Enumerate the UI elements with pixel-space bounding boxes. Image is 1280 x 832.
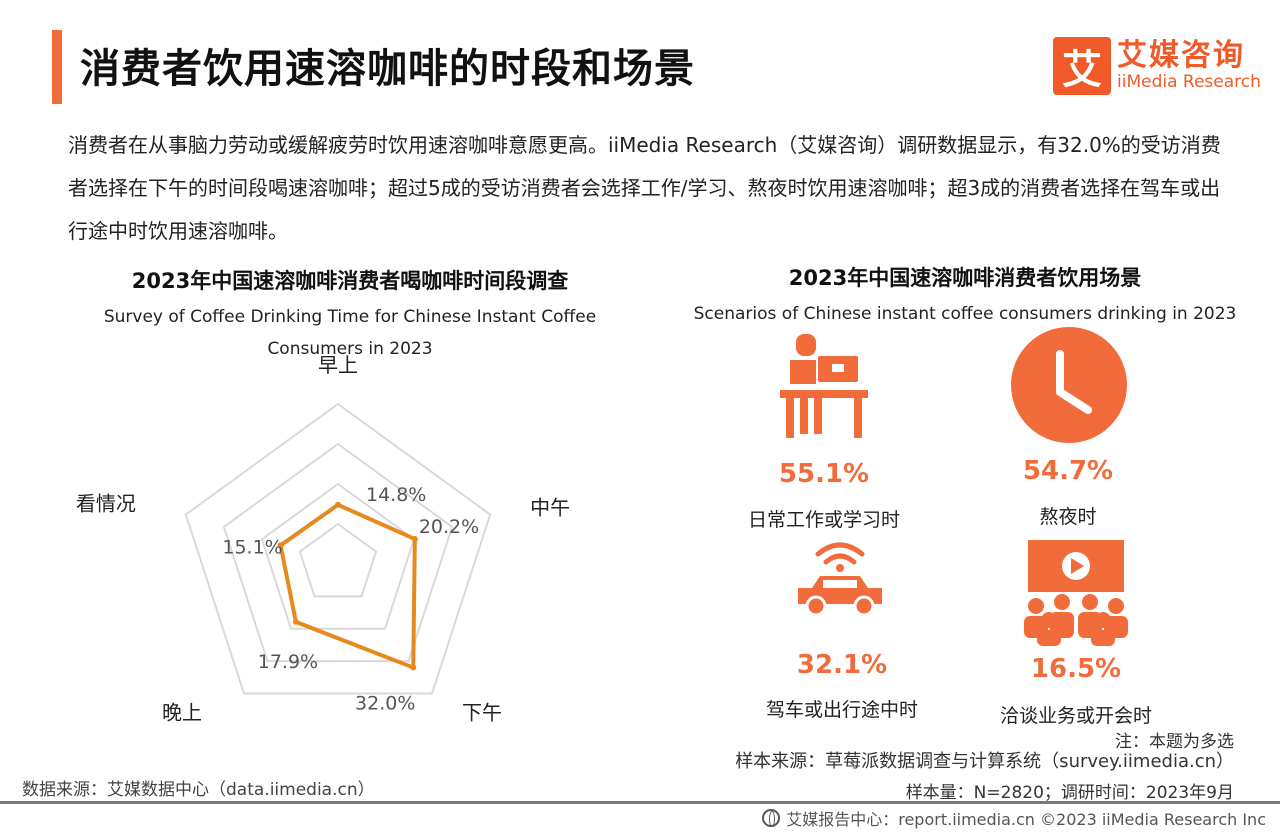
radar-point [277, 542, 284, 549]
summary-text: 消费者在从事脑力劳动或缓解疲劳时饮用速溶咖啡意愿更高。iiMedia Resea… [68, 133, 1221, 243]
radar-value-label: 32.0% [355, 693, 415, 715]
scenario-value-work: 55.1% [778, 459, 870, 489]
radar-point [410, 664, 417, 671]
scenario-label-late-night: 熬夜时 [1039, 506, 1097, 528]
radar-category-label: 中午 [530, 496, 570, 520]
radar-grid-ring [184, 402, 492, 695]
radar-category-label: 早上 [318, 353, 358, 377]
radar-grid-ring [222, 442, 454, 663]
sample-source: 样本来源：草莓派数据调查与计算系统（survey.iimedia.cn） [735, 751, 1234, 772]
radar-point [292, 618, 299, 625]
scenario-chart-title: 2023年中国速溶咖啡消费者饮用场景 [788, 266, 1142, 290]
radar-category-label: 晚上 [162, 700, 202, 724]
scenario-value-driving: 32.1% [796, 650, 888, 680]
desk-worker-icon [780, 334, 868, 438]
scenario-label-meeting: 洽谈业务或开会时 [999, 705, 1152, 727]
brand-mark-icon: 艾 [1053, 37, 1111, 95]
meeting-icon [1024, 540, 1128, 646]
title-accent-bar [52, 30, 62, 104]
radar-category-label: 看情况 [76, 492, 136, 516]
car-signal-icon [798, 542, 882, 617]
globe-icon [762, 809, 781, 827]
scenario-value-meeting: 16.5% [1030, 654, 1122, 684]
brand-name-cn: 艾媒咨询 [1117, 38, 1245, 73]
scenario-chart-subtitle: Scenarios of Chinese instant coffee cons… [693, 304, 1237, 324]
brand-name-en: iiMedia Research [1117, 72, 1261, 92]
radar-value-label: 17.9% [258, 651, 318, 673]
footer-text: 艾媒报告中心：report.iimedia.cn ©2023 iiMedia R… [786, 810, 1266, 829]
radar-value-label: 15.1% [222, 536, 282, 558]
scenario-value-late-night: 54.7% [1022, 456, 1114, 486]
brand-logo: 艾 艾媒咨询 iiMedia Research [1053, 37, 1261, 95]
radar-grid-ring [298, 522, 378, 598]
radar-series-line [278, 502, 417, 670]
footnote-multi-select: 注：本题为多选 [1115, 732, 1234, 752]
radar-value-label: 14.8% [366, 484, 426, 506]
radar-chart-subtitle-2: Consumers in 2023 [267, 339, 433, 359]
radar-value-label: 20.2% [419, 516, 479, 538]
data-source: 数据来源：艾媒数据中心（data.iimedia.cn） [22, 780, 375, 800]
radar-point [411, 536, 418, 543]
radar-chart-title: 2023年中国速溶咖啡消费者喝咖啡时间段调查 [131, 269, 569, 293]
scenario-label-work: 日常工作或学习时 [747, 509, 900, 531]
footer: 艾媒报告中心：report.iimedia.cn ©2023 iiMedia R… [762, 806, 1266, 830]
sample-size: 样本量：N=2820；调研时间：2023年9月 [905, 783, 1234, 803]
radar-grid-ring [260, 482, 416, 630]
radar-point [335, 501, 341, 508]
scenario-label-driving: 驾车或出行途中时 [765, 699, 918, 721]
footer-divider [0, 801, 1280, 804]
radar-chart-subtitle-1: Survey of Coffee Drinking Time for Chine… [103, 307, 597, 327]
page-title: 消费者饮用速溶咖啡的时段和场景 [80, 46, 695, 92]
radar-category-label: 下午 [462, 700, 502, 724]
clock-icon [1011, 327, 1127, 443]
